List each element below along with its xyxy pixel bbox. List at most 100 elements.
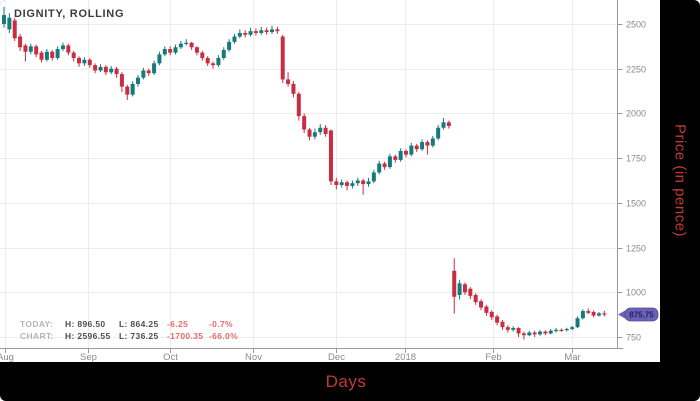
candle-body [441,122,446,128]
candle-body [307,129,312,137]
x-tick-label: Aug [0,352,14,362]
candle-body [227,41,232,50]
stats-chart-label: CHART: [20,331,54,341]
candle-body [173,47,178,53]
candle-body [221,49,226,58]
candle-body [66,45,71,53]
candle-body [82,59,87,64]
candle-body [291,83,296,94]
candle-body [162,49,167,55]
candle-body [270,29,274,33]
candle-body [586,311,591,313]
candle-body [404,150,408,155]
candle-body [146,70,151,74]
stats-today-low: L: 864.25 [119,319,159,329]
candle-body [157,54,162,64]
candle-body [414,145,419,150]
y-tick-label: 2250 [626,65,646,75]
candlestick-chart[interactable]: Aug Sep Oct Nov Dec 2018 Feb Mar 750 1000 1250 1500… [0,0,660,362]
candle-body [264,30,269,33]
candle-body [479,301,484,308]
candle-body [570,327,575,329]
candle-body [548,330,553,334]
candle-body [371,172,376,182]
candle-body [34,46,39,55]
candle-body [39,52,44,60]
last-price-tag [624,307,659,322]
y-tick-label: 2500 [626,20,646,30]
stats-chart-high: H: 2596.55 [65,331,111,341]
candle-body [489,311,494,318]
stats-today-high: H: 896.50 [65,319,106,329]
candle-body [184,42,189,44]
stats-today-label: TODAY: [20,319,54,329]
x-axis-title-bar: Days [0,362,700,401]
chart-panel: Aug Sep Oct Nov Dec 2018 Feb Mar 750 1000 1250 1500… [0,0,660,362]
y-tick-label: 2000 [626,109,646,119]
candle-body [452,270,457,297]
candle-body [468,288,473,296]
candle-body [237,32,242,37]
last-price-tag-value: 875.75 [629,311,654,320]
candle-body [532,332,537,335]
candle-body [511,328,516,330]
y-tick-label: 1250 [626,244,646,254]
x-tick-label: 2018 [395,352,416,362]
candle-body [516,328,521,334]
candle-body [119,74,124,87]
y-axis-title-bar: Price (in pence) [660,0,700,362]
candle-body [377,163,382,173]
candle-body [355,180,360,184]
x-tick-label: Dec [328,352,345,362]
candle-body [366,181,371,185]
candle-body [591,311,596,316]
x-tick-label: Mar [564,352,580,362]
x-tick-label: Oct [163,352,178,362]
candle-body [152,63,157,74]
stats-today-change: -6.25 [167,319,189,329]
candle-body [243,32,248,35]
candle-body [575,318,580,328]
candle-body [521,333,526,336]
stats-chart-change-pct: -66.0% [209,331,239,341]
candle-body [109,68,114,73]
candle-body [44,51,49,60]
candle-body [527,332,532,336]
candle-body [484,306,489,313]
y-axis-title: Price (in pence) [671,124,689,238]
candle-body [141,70,146,78]
candle-body [253,31,258,33]
stats-row-today: TODAY: H: 896.50 L: 864.25 -6.25 -0.7% [20,318,238,330]
candle-body [2,15,6,24]
x-tick-label: Nov [245,352,262,362]
candle-body [87,59,92,66]
candle-body [495,316,500,323]
candle-body [93,65,98,71]
candle-body [393,156,398,160]
candle-body [205,57,210,64]
candle-body [275,29,280,32]
stats-legend: TODAY: H: 896.50 L: 864.25 -6.25 -0.7% CHART… [20,318,238,342]
candle-body [18,36,23,48]
candle-body [334,181,339,185]
candle-body [328,130,333,182]
candle-body [500,321,505,328]
candle-body [382,163,387,168]
candle-body [248,31,253,35]
candle-body [318,127,323,133]
candle-body [580,311,585,319]
candle-body [211,63,216,66]
y-tick-label: 1500 [626,199,646,209]
stats-row-chart: CHART: H: 2596.55 L: 736.25 -1700.35 -66.0% [20,330,238,342]
candle-body [505,327,510,330]
candle-body [302,116,307,130]
x-axis-title: Days [325,371,367,391]
candle-body [28,46,33,52]
candle-body [602,313,607,315]
candle-body [125,86,130,95]
candle-body [420,142,425,150]
candle-body [168,49,173,53]
candle-body [280,36,285,80]
candle-body [430,138,435,146]
